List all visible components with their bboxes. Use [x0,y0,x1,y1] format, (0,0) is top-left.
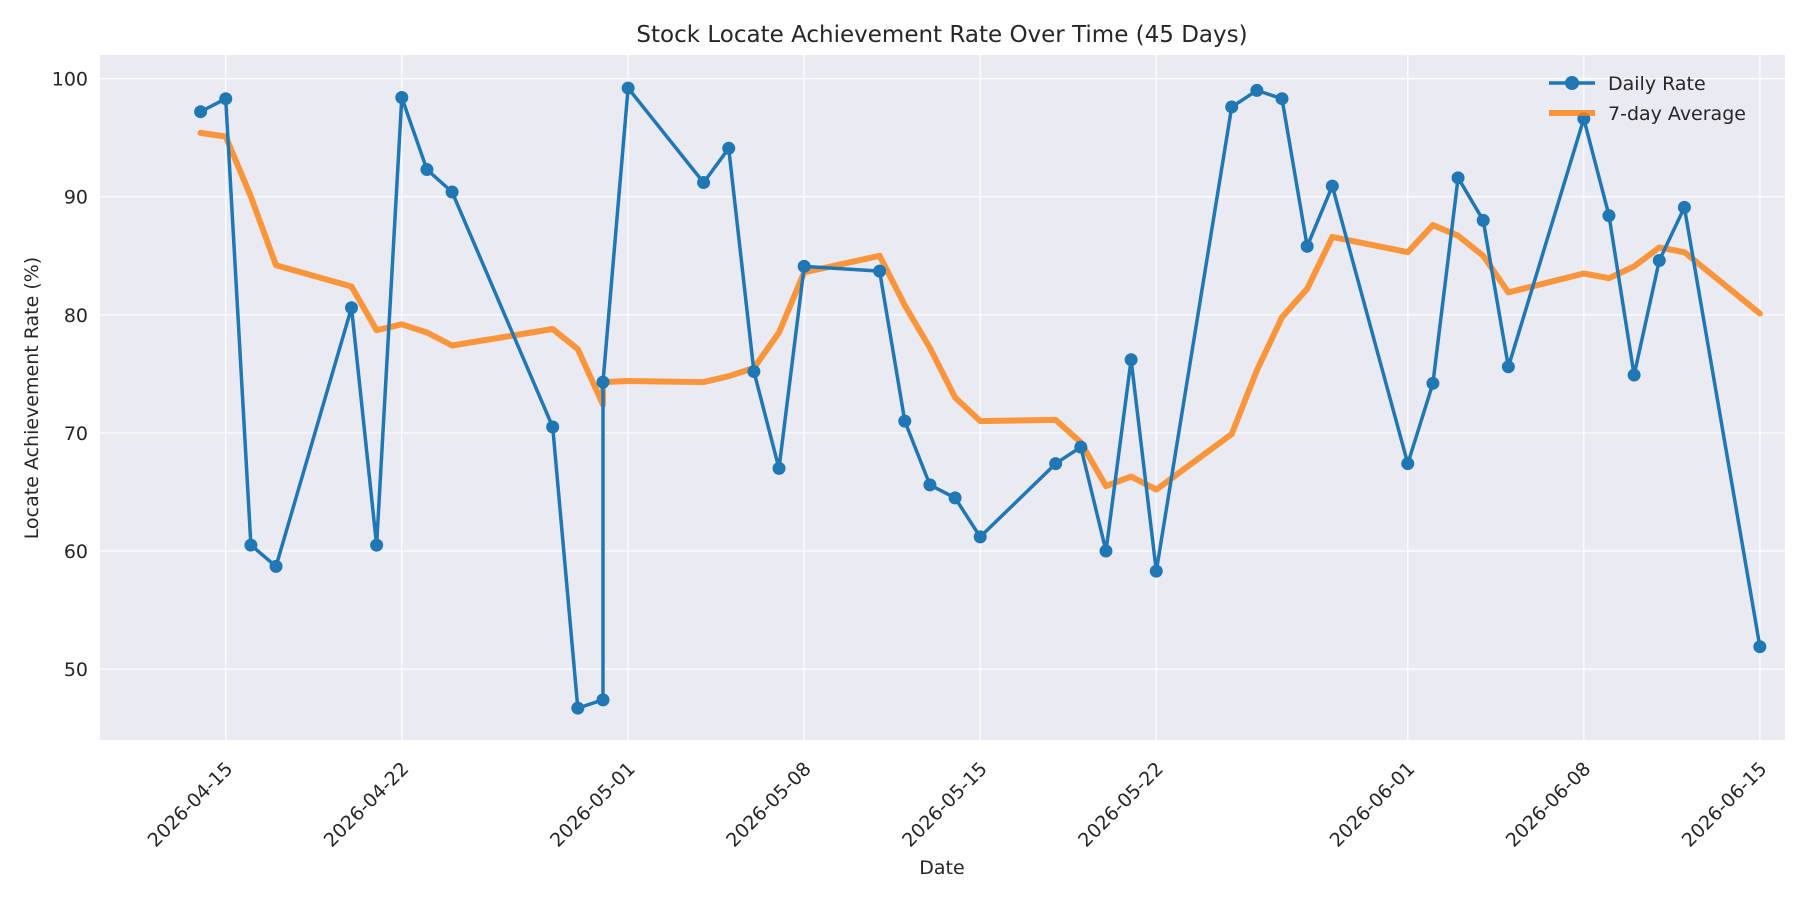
y-axis: 50 60 70 80 90 100 [52,69,88,682]
y-tick-label: 60 [64,541,88,563]
legend-daily-rate-label: Daily Rate [1608,73,1706,95]
data-point-daily-rate [596,693,610,707]
data-point-daily-rate [219,92,233,106]
data-point-daily-rate [898,414,912,428]
data-point-daily-rate [571,701,585,715]
data-point-daily-rate [1627,368,1641,382]
data-point-daily-rate [1652,254,1666,267]
data-point-daily-rate [445,185,459,199]
data-point-daily-rate [194,105,208,119]
data-point-daily-rate [1074,440,1088,454]
data-point-daily-rate [747,365,761,379]
data-point-daily-rate [1602,209,1616,223]
data-point-daily-rate [546,420,560,434]
y-tick-label: 90 [64,187,88,209]
data-point-daily-rate [1124,353,1138,367]
data-point-daily-rate [772,461,786,475]
data-point-daily-rate [973,530,987,544]
y-axis-label: Locate Achievement Rate (%) [21,257,43,539]
data-point-daily-rate [1250,83,1264,97]
data-point-daily-rate [923,478,937,492]
data-point-daily-rate [722,141,736,155]
data-point-daily-rate [395,91,409,105]
data-point-daily-rate [1677,200,1691,214]
data-point-daily-rate [1426,376,1440,390]
series-layer [194,81,1767,715]
legend: Daily Rate 7-day Average [1549,73,1746,125]
data-point-daily-rate [1401,457,1415,471]
chart-title: Stock Locate Achievement Rate Over Time … [636,22,1247,48]
data-point-daily-rate [873,264,887,278]
data-point-daily-rate [1225,100,1239,114]
data-point-daily-rate [420,163,434,177]
data-point-daily-rate [1049,457,1063,471]
data-point-daily-rate [621,81,635,95]
data-point-daily-rate [1501,360,1515,374]
data-point-daily-rate [1451,171,1465,185]
data-point-daily-rate [596,375,610,389]
data-point-daily-rate [1753,640,1767,654]
grid [100,55,1785,740]
plot-area [100,55,1785,740]
data-point-daily-rate [948,491,962,505]
data-point-daily-rate [344,301,358,315]
y-tick-label: 100 [52,69,88,91]
data-point-daily-rate [697,176,711,190]
data-point-daily-rate [269,559,283,573]
data-point-daily-rate [370,538,384,552]
data-point-daily-rate [1476,213,1490,227]
x-axis-label: Date [919,857,964,879]
legend-7day-average-label: 7-day Average [1608,103,1746,125]
y-tick-label: 50 [64,659,88,681]
data-point-daily-rate [1099,544,1113,558]
y-tick-label: 80 [64,305,88,327]
data-point-daily-rate [797,259,811,273]
data-point-daily-rate [244,538,258,552]
series-line-7-day-average [197,129,1763,493]
data-point-daily-rate [1300,239,1314,253]
data-point-daily-rate [1149,564,1163,578]
data-point-daily-rate [1275,92,1289,106]
y-tick-label: 70 [64,423,88,445]
data-point-daily-rate [1325,179,1339,193]
legend-daily-rate-marker [1565,76,1579,90]
